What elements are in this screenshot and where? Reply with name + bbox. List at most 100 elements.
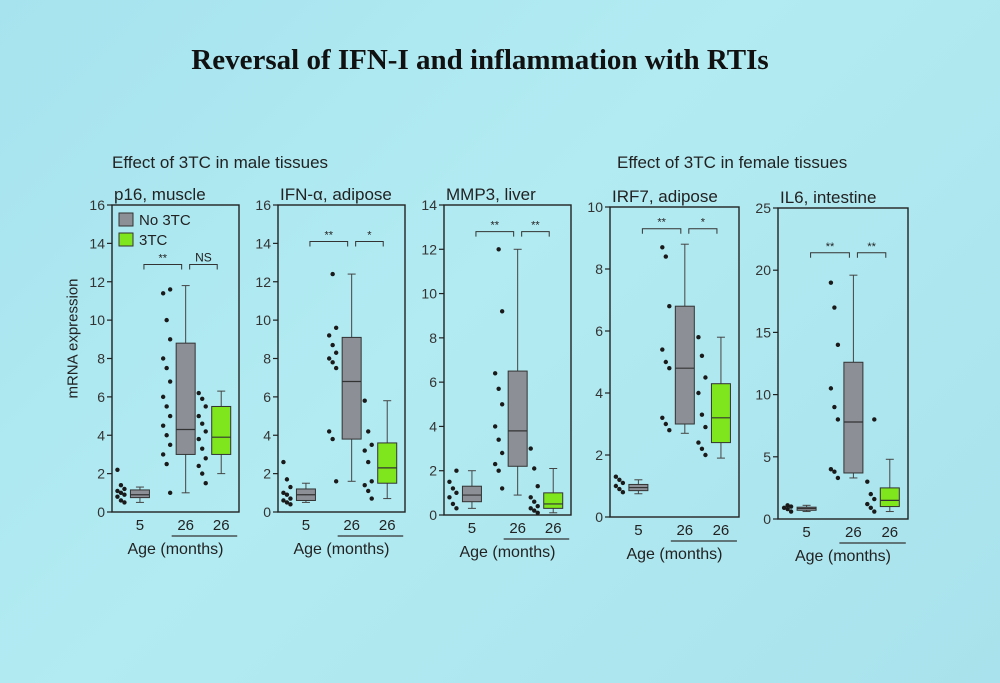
significance-label: **	[657, 217, 666, 229]
significance-label: *	[367, 229, 372, 241]
box-1	[660, 243, 695, 434]
box-0	[613, 474, 649, 495]
data-point	[872, 417, 877, 422]
data-point	[203, 481, 208, 486]
data-point	[284, 500, 290, 505]
data-point	[496, 437, 501, 442]
y-tick-label: 0	[263, 504, 271, 520]
data-point	[528, 495, 533, 500]
box-iqr	[129, 489, 150, 499]
y-tick-label: 16	[89, 197, 105, 213]
data-point	[535, 484, 540, 489]
data-point	[620, 490, 626, 495]
plot-frame	[609, 206, 740, 518]
significance-label: **	[159, 252, 168, 264]
data-point	[362, 398, 367, 403]
y-tick-label: 16	[255, 197, 271, 213]
x-axis-label: Age (months)	[127, 541, 223, 558]
y-tick-label: 15	[755, 324, 771, 340]
x-tick-label: 26	[379, 517, 396, 534]
x-tick-label: 26	[713, 522, 730, 539]
y-tick-label: 25	[755, 200, 771, 216]
data-point	[167, 379, 173, 384]
box-1	[492, 247, 528, 496]
data-point	[164, 461, 169, 467]
box-2	[362, 398, 398, 501]
data-point	[454, 468, 459, 473]
y-tick-label: 0	[595, 509, 603, 525]
data-point	[164, 365, 169, 371]
data-point	[118, 498, 124, 503]
significance-label: *	[701, 217, 706, 229]
y-tick-label: 0	[763, 511, 771, 527]
data-point	[284, 477, 290, 482]
data-point	[532, 508, 537, 513]
data-point	[450, 486, 456, 491]
data-point	[663, 254, 669, 259]
plot-frame	[443, 204, 572, 516]
data-point	[785, 506, 790, 512]
data-point	[660, 347, 665, 352]
data-point	[663, 421, 669, 427]
data-point	[660, 415, 665, 420]
data-point	[366, 488, 371, 494]
data-point	[447, 479, 452, 484]
data-point	[667, 428, 672, 433]
x-tick-label: 5	[136, 517, 144, 534]
data-point	[333, 350, 339, 355]
data-point	[164, 317, 169, 323]
data-point	[613, 474, 619, 479]
box-iqr	[674, 305, 695, 425]
y-tick-label: 14	[89, 235, 105, 251]
data-point	[492, 461, 498, 467]
significance-bracket	[309, 240, 349, 247]
data-point	[532, 499, 537, 504]
chart-panel-1: 0 2 4 6 8 10 12 14 16 IFN-α, adipose 5 26 26 Age (mon…	[255, 185, 406, 558]
significance-bracket	[688, 228, 718, 234]
data-point	[535, 510, 540, 515]
data-point	[160, 291, 166, 296]
data-point	[330, 436, 335, 442]
box-0	[447, 468, 482, 511]
data-point	[167, 490, 173, 496]
data-point	[832, 404, 837, 410]
data-point	[828, 467, 834, 472]
chart-panel-2: 0 2 4 6 8 10 12 14 MMP3, liver 5 26 26 Age (months) *…	[421, 185, 572, 561]
data-point	[115, 467, 120, 472]
data-point	[663, 359, 669, 365]
data-point	[288, 496, 293, 501]
box-1	[160, 285, 196, 496]
data-point	[703, 375, 708, 380]
y-tick-label: 8	[97, 351, 105, 367]
data-point	[369, 442, 374, 448]
data-point	[499, 309, 505, 314]
data-point	[288, 502, 293, 507]
data-point	[454, 490, 459, 496]
significance-label: **	[531, 220, 540, 232]
data-point	[835, 475, 841, 481]
y-tick-label: 10	[587, 199, 603, 215]
box-iqr	[543, 492, 564, 509]
data-point	[203, 456, 208, 461]
data-point	[699, 353, 705, 358]
data-point	[160, 394, 166, 400]
data-point	[333, 325, 339, 330]
y-tick-label: 8	[429, 330, 437, 346]
significance-label: **	[867, 241, 876, 253]
significance-bracket	[475, 231, 515, 237]
section-title-male: Effect of 3TC in male tissues	[112, 153, 329, 172]
data-point	[167, 442, 173, 448]
box-2	[528, 446, 564, 515]
box-iqr	[175, 342, 196, 455]
data-point	[496, 468, 501, 473]
x-tick-label: 5	[802, 524, 810, 541]
x-tick-label: 26	[213, 517, 230, 534]
significance-label: **	[325, 229, 334, 241]
x-tick-label: 26	[545, 520, 562, 537]
data-point	[326, 356, 332, 361]
data-point	[496, 247, 501, 252]
data-point	[454, 506, 459, 511]
y-tick-label: 6	[97, 389, 105, 405]
data-point	[496, 386, 501, 391]
data-point	[196, 413, 201, 419]
